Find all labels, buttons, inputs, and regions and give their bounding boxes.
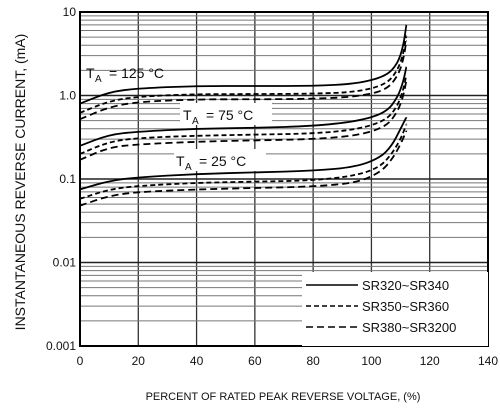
curves (79, 24, 408, 207)
x-tick-label: 0 (77, 354, 84, 368)
y-tick-label: 10 (63, 5, 77, 19)
legend: SR320~SR340 SR350~SR360 SR380~SR3200 (302, 272, 488, 346)
curve-1-2 (79, 79, 408, 161)
annotation-125-sub: A (95, 74, 102, 85)
x-tick-label: 120 (420, 354, 440, 368)
y-tick-labels: 0.001 0.01 0.1 1.0 10 (46, 5, 76, 353)
x-axis-title: PERCENT OF RATED PEAK REVERSE VOLTAGE, (… (146, 391, 421, 403)
annotation-75: T A = 75 °C (180, 103, 272, 127)
annotation-75-sub: A (192, 116, 199, 127)
svg-text:T: T (176, 153, 185, 169)
x-tick-label: 20 (132, 354, 146, 368)
curve-1-0 (79, 66, 408, 147)
legend-label-sr380-sr3200: SR380~SR3200 (362, 320, 456, 335)
svg-text:T: T (183, 107, 192, 123)
x-tick-label: 40 (190, 354, 204, 368)
x-tick-label: 60 (248, 354, 262, 368)
curve-0-2 (79, 40, 408, 121)
curve-2-1 (79, 123, 408, 200)
y-tick-label: 0.001 (46, 339, 76, 353)
annotation-25: T A = 25 °C (174, 149, 266, 173)
y-tick-label: 0.1 (59, 172, 76, 186)
svg-text:T: T (86, 65, 95, 81)
annotation-75-bg (180, 103, 272, 125)
x-tick-labels: 0 20 40 60 80 100 120 140 (77, 354, 499, 368)
curve-2-2 (79, 130, 408, 207)
curve-0-1 (79, 34, 408, 114)
y-axis-title: INSTANTANEOUS REVERSE CURRENT, (mA) (12, 34, 28, 331)
curve-0-0 (79, 24, 408, 105)
legend-label-sr320-sr340: SR320~SR340 (362, 278, 449, 293)
legend-label-sr350-sr360: SR350~SR360 (362, 299, 449, 314)
x-tick-label: 140 (478, 354, 498, 368)
annotation-25-sub: A (185, 162, 192, 173)
y-tick-label: 1.0 (59, 89, 76, 103)
curve-2-0 (79, 116, 408, 191)
annotation-125: T A = 125 °C (86, 65, 164, 85)
y-tick-label: 0.01 (53, 256, 77, 270)
curve-1-1 (79, 74, 408, 155)
annotation-25-temp: = 25 °C (199, 153, 246, 169)
annotation-25-bg (174, 149, 266, 171)
x-tick-label: 80 (306, 354, 320, 368)
plot-frame (79, 11, 489, 347)
x-tick-label: 100 (361, 354, 381, 368)
annotation-75-temp: = 75 °C (206, 107, 253, 123)
annotation-125-temp: = 125 °C (109, 65, 164, 81)
